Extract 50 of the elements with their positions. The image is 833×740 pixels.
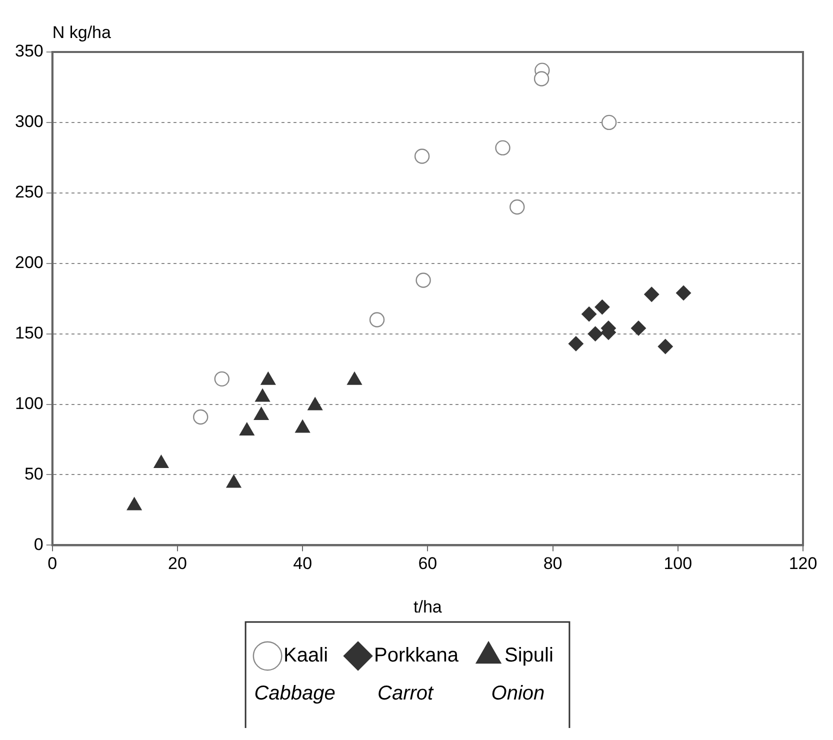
point (495, 140, 510, 156)
legend-label: Kaali (284, 644, 328, 667)
x-tick-label: 60 (418, 554, 438, 574)
y-tick-label: 350 (14, 42, 44, 61)
point (568, 336, 584, 352)
point (239, 422, 254, 436)
point (369, 312, 385, 328)
point (308, 397, 323, 410)
x-tick-label: 0 (48, 554, 58, 574)
text: Onion (491, 682, 545, 705)
y-axis-title: N kg/ha (52, 23, 112, 42)
text: Carrot (377, 682, 434, 705)
point (594, 300, 610, 315)
point (254, 407, 269, 420)
y-tick-label: 200 (14, 253, 44, 272)
point (416, 272, 431, 288)
y-tick-label: 100 (14, 394, 44, 413)
x-tick-label: 100 (664, 554, 692, 574)
y-tick-label: 0 (34, 534, 44, 554)
point (658, 339, 673, 354)
point (347, 372, 362, 385)
point (226, 474, 242, 488)
point (260, 372, 276, 385)
text: Cabbage (254, 682, 336, 705)
y-tick-label: 250 (14, 182, 44, 202)
point (588, 326, 603, 342)
point (214, 371, 230, 387)
point (414, 148, 430, 164)
x-axis-title: t/ha (414, 597, 442, 616)
point (126, 497, 142, 510)
y-tick-label: 150 (14, 324, 44, 343)
point (630, 320, 646, 336)
point (676, 285, 692, 300)
x-tick-label: 120 (788, 554, 818, 574)
legend-label: Porkkana (374, 644, 460, 667)
point (601, 114, 617, 130)
legend-label: Sipuli (504, 644, 554, 667)
point (295, 420, 310, 433)
x-tick-label: 20 (168, 554, 187, 574)
x-tick-label: 40 (293, 554, 312, 574)
point (534, 71, 550, 86)
y-tick-label: 300 (14, 112, 44, 132)
point (510, 199, 525, 215)
point (255, 388, 270, 402)
point (154, 454, 169, 468)
point (644, 286, 660, 302)
y-tick-label: 50 (24, 464, 44, 484)
point (193, 409, 208, 425)
x-tick-label: 80 (543, 554, 562, 574)
point (582, 306, 597, 322)
